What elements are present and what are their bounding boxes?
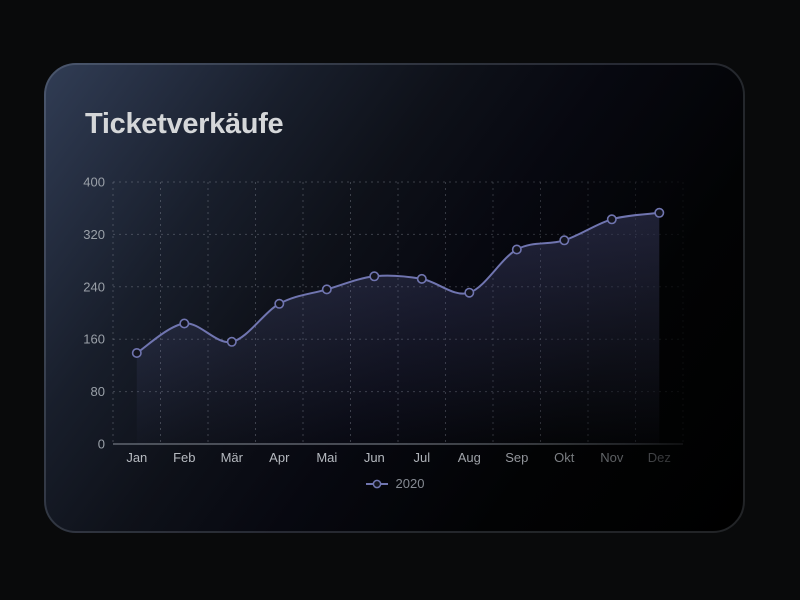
y-tick-label: 160 bbox=[83, 332, 105, 347]
chart-canvas[interactable]: 0 80 160 240 320 400 Jan Feb Mär Apr Mai Jun Jul Aug S… bbox=[44, 63, 745, 533]
y-tick-label: 400 bbox=[83, 175, 105, 190]
y-tick-label: 240 bbox=[83, 279, 105, 294]
y-tick-label: 320 bbox=[83, 227, 105, 242]
x-tick-label: Jan bbox=[126, 450, 147, 465]
series-area-2020 bbox=[136, 212, 660, 444]
data-point-Jan[interactable] bbox=[131, 347, 142, 358]
x-tick-label: Feb bbox=[173, 450, 195, 465]
x-axis-labels: Jan Feb Mär Apr Mai Jun Jul Aug Sep Okt Nov Dez bbox=[126, 450, 671, 465]
data-point-Jun[interactable] bbox=[369, 271, 380, 282]
data-point-Mai[interactable] bbox=[321, 284, 332, 295]
data-point-Apr[interactable] bbox=[274, 298, 285, 309]
y-tick-label: 0 bbox=[98, 437, 105, 452]
x-tick-label: Apr bbox=[269, 450, 290, 465]
card-title: Ticketverkäufe bbox=[85, 108, 284, 140]
chart-legend: 2020 bbox=[44, 476, 745, 491]
legend-line-marker-icon bbox=[365, 479, 388, 488]
x-tick-label: Jun bbox=[364, 450, 385, 465]
x-tick-label: Mär bbox=[221, 450, 244, 465]
data-point-Jul[interactable] bbox=[416, 273, 427, 284]
ticket-sales-card: Ticketverkäufe 0 80 160 240 320 400 Jan Feb Mär A… bbox=[44, 63, 745, 533]
y-tick-label: 80 bbox=[91, 384, 105, 399]
data-point-Dez[interactable] bbox=[654, 207, 665, 218]
x-tick-label: Sep bbox=[505, 450, 528, 465]
legend-item-2020[interactable]: 2020 bbox=[365, 476, 425, 491]
y-axis-labels: 0 80 160 240 320 400 bbox=[83, 175, 105, 452]
data-point-Nov[interactable] bbox=[606, 214, 617, 225]
x-tick-label: Jul bbox=[413, 450, 430, 465]
x-tick-label: Okt bbox=[554, 450, 575, 465]
x-tick-label: Mai bbox=[316, 450, 337, 465]
data-point-Feb[interactable] bbox=[179, 318, 190, 329]
x-tick-label: Nov bbox=[600, 450, 624, 465]
data-point-Aug[interactable] bbox=[464, 287, 475, 298]
data-point-Okt[interactable] bbox=[559, 235, 570, 246]
data-point-Sep[interactable] bbox=[511, 244, 522, 255]
data-point-Mär[interactable] bbox=[226, 336, 237, 347]
x-tick-label: Aug bbox=[458, 450, 481, 465]
legend-label: 2020 bbox=[395, 476, 425, 491]
x-tick-label: Dez bbox=[648, 450, 671, 465]
